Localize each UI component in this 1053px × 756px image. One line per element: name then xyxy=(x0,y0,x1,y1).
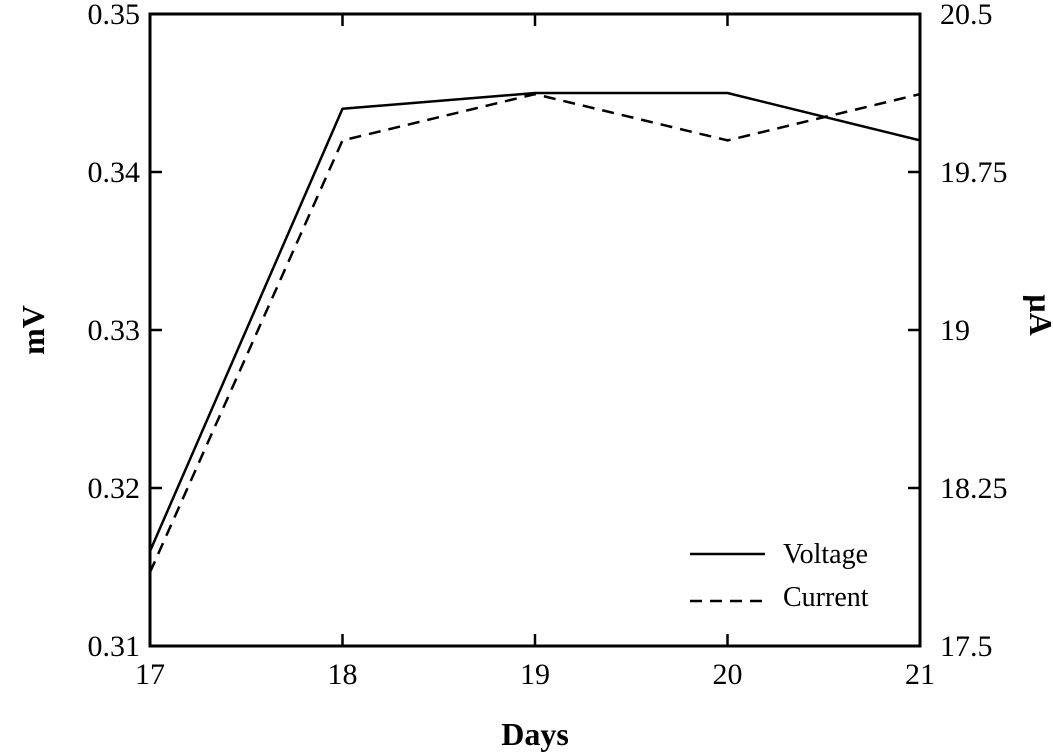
legend-label-current: Current xyxy=(783,582,869,613)
y-left-tick-label: 0.34 xyxy=(88,156,141,189)
axis-tick-labels: 17 18 19 20 21 0.31 0.32 0.33 0.34 0.35 17.5 18.25 1… xyxy=(88,0,1008,691)
x-tick-label: 21 xyxy=(905,658,935,691)
y-right-tick-label: 18.25 xyxy=(940,472,1008,505)
y-axis-title-right: µA xyxy=(1023,294,1053,336)
series-line-voltage xyxy=(148,91,921,552)
x-tick-label: 17 xyxy=(135,658,165,691)
series-lines xyxy=(148,91,921,573)
series-line-current xyxy=(148,92,921,573)
legend: Voltage Current xyxy=(690,539,869,613)
y-left-tick-label: 0.31 xyxy=(88,630,141,663)
axis-ticks xyxy=(148,12,922,648)
y-left-tick-label: 0.35 xyxy=(88,0,141,31)
y-left-tick-label: 0.33 xyxy=(88,314,141,347)
y-right-tick-label: 19.75 xyxy=(940,156,1008,189)
x-tick-label: 20 xyxy=(713,658,743,691)
y-axis-title-left: mV xyxy=(15,305,51,355)
y-right-tick-label: 19 xyxy=(940,314,970,347)
x-tick-label: 18 xyxy=(328,658,358,691)
y-left-tick-label: 0.32 xyxy=(88,472,141,505)
y-right-tick-label: 17.5 xyxy=(940,630,993,663)
legend-label-voltage: Voltage xyxy=(783,539,868,570)
x-axis-title: Days xyxy=(501,716,569,752)
x-tick-label: 19 xyxy=(520,658,550,691)
y-right-tick-label: 20.5 xyxy=(940,0,993,31)
